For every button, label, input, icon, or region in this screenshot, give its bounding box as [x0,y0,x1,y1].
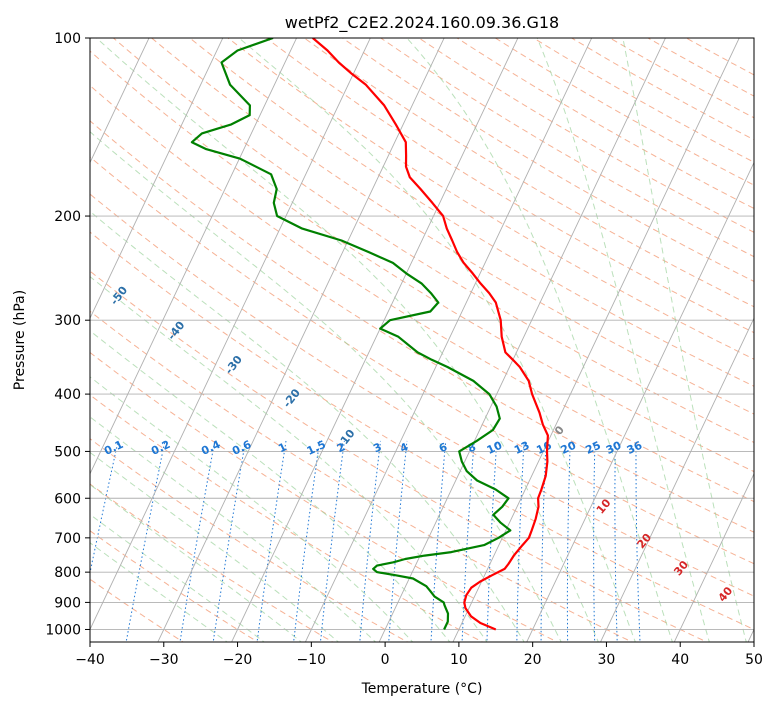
dry-adiabat-line [90,84,754,503]
isotherm-line [90,38,298,475]
axes: −40 −30 −20 −10 0 10 20 30 40 50 1000 900 800 700 600 5… [45,31,763,668]
dry-adiabat-line [90,193,754,597]
chart-title: wetPf2_C2E2.2024.160.09.36.G18 [285,13,559,33]
moist-adiabat-line [95,38,599,642]
mixing-ratio-label: 20 [559,439,579,457]
isotherm-line [452,38,740,642]
x-tick-label: 0 [381,652,390,668]
dry-adiabat-line [90,156,754,565]
y-axis-label: Pressure (hPa) [12,290,28,390]
isotherm-line [157,38,445,642]
isotherm-line [600,317,754,642]
mixing-ratio-label: 36 [625,439,645,457]
mixing-ratio-line [125,440,166,642]
y-tick-label: 800 [54,565,81,581]
isotherm-line [526,161,754,642]
mixing-ratio-line [212,440,246,642]
moist-adiabat-line [90,131,562,642]
mixing-ratio-line [540,440,547,642]
mixing-ratio-line [635,440,641,642]
mixing-ratio-label: 10 [485,439,505,457]
dry-adiabat-line [189,38,754,387]
plot-frame [89,37,755,643]
x-tick-label: −20 [223,652,253,668]
y-tick-label: 700 [54,531,81,547]
y-tick-label: 100 [54,31,81,47]
mixing-ratio-label: 30 [604,439,624,457]
isotherm-line [0,25,8,645]
x-tick-label: 30 [598,652,616,668]
temperature-profile-line [312,38,549,631]
y-tick-label: 900 [54,595,81,611]
mixing-ratio-line [593,440,596,642]
mixing-ratio-line [319,440,345,642]
moist-adiabat-line [90,483,303,642]
mixing-ratio-line [179,440,216,642]
isotherm-line [231,38,519,642]
mixing-ratio-line [388,440,408,642]
x-tick-label: 10 [450,652,468,668]
isotherm-line [90,38,224,320]
y-tick-label: 600 [54,491,81,507]
y-tick-label: 1000 [45,622,81,638]
dry-adiabat-line [303,38,754,308]
x-tick-label: 20 [524,652,542,668]
isotherm-line [90,38,150,164]
x-tick-label: −40 [75,652,105,668]
mixing-ratio-label: 16 [534,439,554,457]
y-tick-label: 500 [54,444,81,460]
x-tick-label: −30 [149,652,179,668]
dry-adiabat-label: -70 [10,179,33,203]
mixing-ratio-line [359,440,381,642]
isotherm-line [304,38,593,642]
mixing-ratio-line [256,440,287,642]
dry-adiabat-line [90,120,754,533]
x-axis-label: Temperature (°C) [361,681,483,697]
dry-adiabat-line [90,270,708,642]
y-tick-label: 200 [54,209,81,225]
dry-adiabat-label: -60 [57,235,80,259]
mixing-ratio-line [516,440,525,642]
x-tick-label: 40 [671,652,689,668]
mixing-ratio-label: 13 [512,439,531,457]
mixing-ratio-line [614,440,618,642]
mixing-ratio-label: 25 [583,439,602,457]
y-tick-label: 400 [54,387,81,403]
profiles [190,38,549,631]
dry-adiabat-line [150,38,754,415]
background-lines [0,25,754,645]
moist-adiabat-line [90,210,525,642]
mixing-ratio-line [430,440,447,642]
mixing-ratio-line [293,440,321,642]
plot-area [90,38,754,642]
x-tick-label: 50 [745,652,763,668]
dry-adiabat-line [265,38,754,334]
x-tick-label: −10 [297,652,327,668]
dewpoint-profile-line [190,38,512,630]
isotherm-line [378,38,666,642]
isotherm-line [673,472,754,642]
mixing-ratio-line [566,440,571,642]
isotherm-line [90,38,371,631]
y-tick-label: 300 [54,313,81,329]
